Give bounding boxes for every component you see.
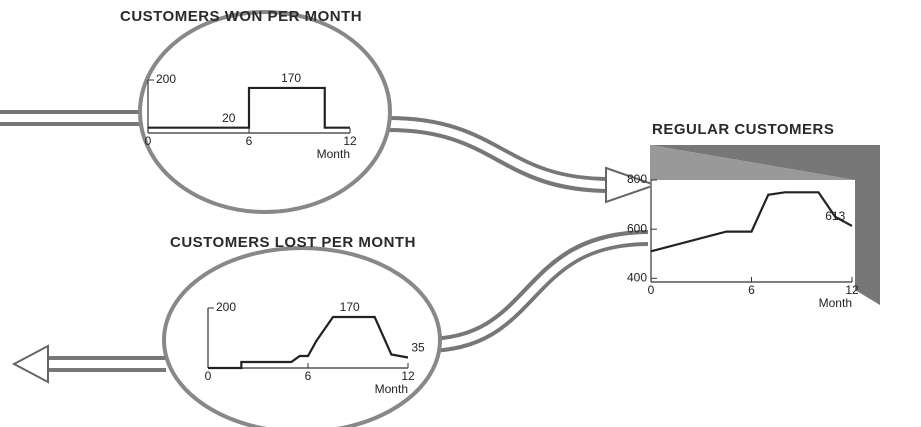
x-tick-label: 12	[343, 134, 357, 148]
annotation: 20	[222, 111, 236, 125]
flow-arrows	[0, 110, 651, 372]
box-top	[650, 145, 855, 180]
y-tick-label: 600	[627, 221, 647, 235]
x-tick-label: 6	[246, 134, 253, 148]
data-line	[148, 86, 350, 129]
chart-title: CUSTOMERS LOST PER MONTH	[170, 234, 416, 251]
annotation: 613	[825, 209, 845, 223]
outflow-arrow-head	[11, 344, 49, 384]
won-arrow-inner	[387, 120, 613, 189]
y-tick-label: 200	[156, 72, 176, 86]
lost-circle	[162, 246, 442, 427]
y-tick-label: 800	[627, 172, 647, 186]
x-tick-label: 6	[305, 369, 312, 383]
y-tick-label: 400	[627, 270, 647, 284]
x-tick-label: 12	[845, 283, 859, 297]
x-tick-label: 12	[401, 369, 415, 383]
x-tick-label: 0	[648, 283, 655, 297]
x-axis-label: Month	[317, 147, 350, 161]
won-circle	[138, 10, 392, 214]
annotation: 170	[340, 300, 360, 314]
box-frame	[650, 145, 880, 305]
won-arrow-head	[605, 166, 659, 204]
x-tick-label: 6	[748, 283, 755, 297]
data-line	[650, 191, 853, 253]
chart-title: CUSTOMERS WON PER MONTH	[120, 8, 362, 25]
x-tick-label: 0	[145, 134, 152, 148]
x-axis-label: Month	[375, 382, 408, 396]
x-tick-label: 0	[205, 369, 212, 383]
box-face	[650, 180, 855, 290]
data-line	[208, 315, 409, 370]
y-tick-label: 200	[216, 300, 236, 314]
x-axis-label: Month	[819, 296, 852, 310]
annotation: 35	[411, 341, 425, 355]
lost-arrow-inner	[424, 234, 651, 349]
chart-title: REGULAR CUSTOMERS	[652, 121, 834, 138]
annotation: 170	[281, 71, 301, 85]
